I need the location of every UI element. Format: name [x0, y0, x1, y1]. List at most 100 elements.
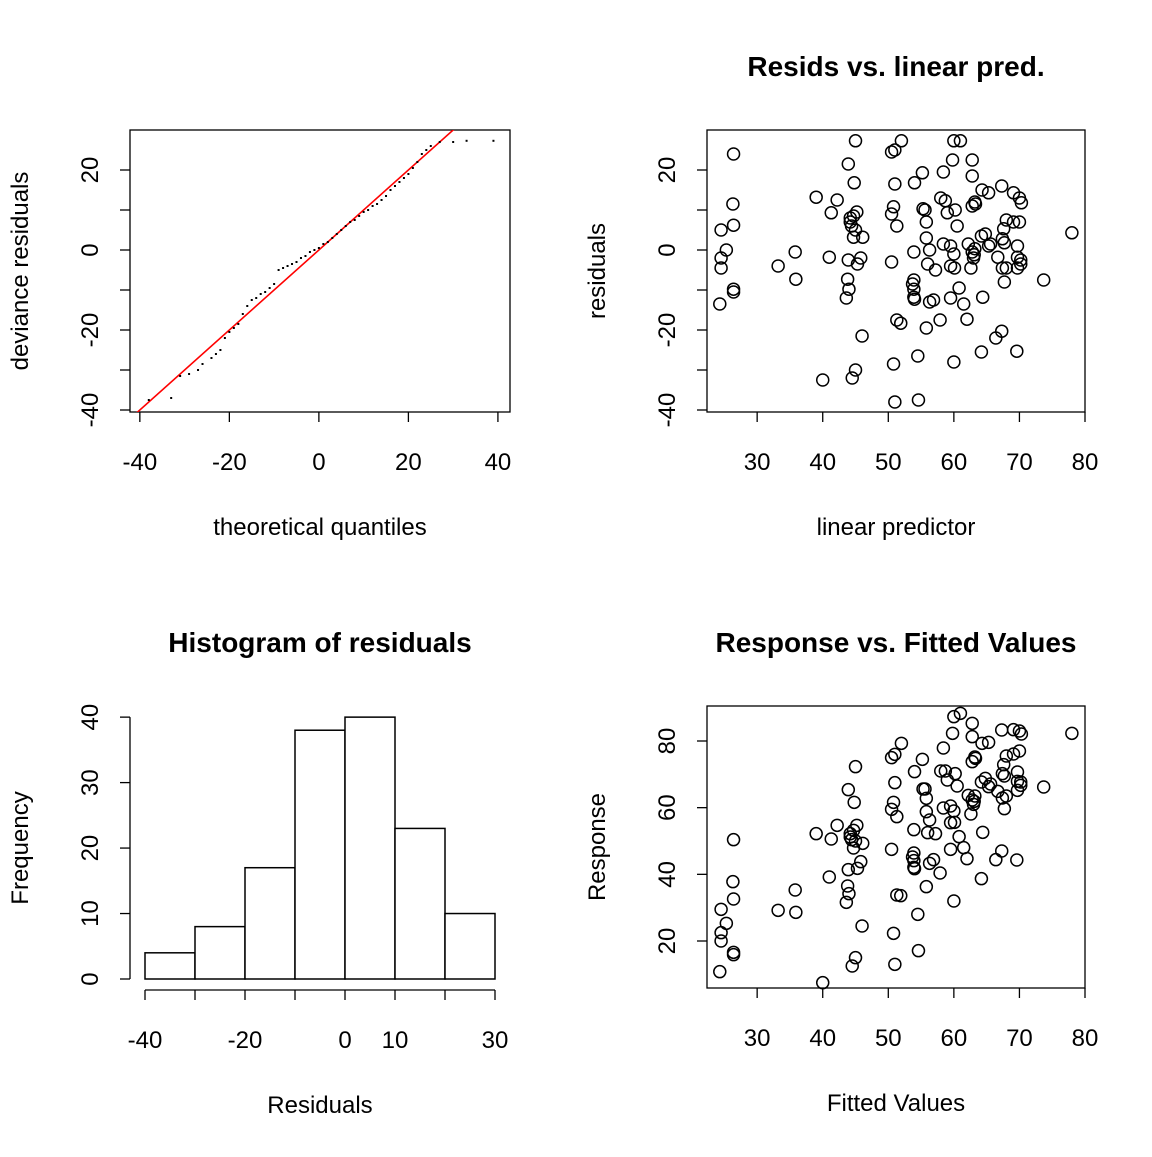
- point: [947, 815, 962, 830]
- point: [1012, 744, 1027, 758]
- y-tick-label: 20: [77, 835, 104, 862]
- qq-point: [299, 257, 302, 259]
- point: [997, 275, 1012, 289]
- x-tick-label: 60: [941, 1025, 968, 1052]
- y-tick-label: 80: [654, 728, 681, 755]
- point: [1065, 226, 1079, 240]
- point: [848, 950, 863, 965]
- point: [855, 329, 869, 343]
- qq-point: [335, 233, 338, 235]
- point: [920, 825, 935, 840]
- qq-point: [452, 141, 455, 143]
- x-tick-label: -20: [212, 449, 247, 476]
- point: [952, 281, 966, 295]
- point: [940, 206, 955, 220]
- point: [915, 752, 930, 767]
- point: [947, 247, 961, 261]
- point: [1010, 239, 1025, 253]
- point: [968, 242, 982, 256]
- x-tick-label: 20: [395, 449, 422, 476]
- point: [1014, 727, 1029, 741]
- point: [809, 190, 823, 204]
- point: [890, 313, 904, 327]
- point: [947, 709, 961, 724]
- qq-point: [429, 145, 432, 147]
- point: [907, 861, 922, 876]
- qq-point: [268, 287, 271, 289]
- x-tick-label: 10: [382, 1027, 409, 1054]
- qq-point: [385, 195, 388, 197]
- point: [1065, 726, 1079, 741]
- point: [854, 854, 868, 869]
- point: [965, 199, 979, 213]
- point: [888, 395, 902, 409]
- x-axis-label: Fitted Values: [827, 1090, 965, 1117]
- y-tick-label: 20: [654, 157, 681, 184]
- x-tick-label: 40: [485, 449, 512, 476]
- point: [845, 371, 859, 385]
- chart-title: Histogram of residuals: [168, 627, 471, 658]
- point: [1013, 253, 1028, 267]
- point: [1013, 257, 1028, 271]
- point: [907, 822, 921, 837]
- point: [726, 282, 741, 296]
- point: [846, 841, 861, 855]
- point: [719, 243, 734, 257]
- point: [714, 934, 728, 948]
- point: [713, 297, 727, 311]
- point: [788, 883, 802, 897]
- point: [907, 282, 921, 296]
- point: [975, 290, 990, 304]
- qq-point: [389, 189, 392, 191]
- y-tick-label: -20: [654, 313, 681, 348]
- qq-point: [170, 397, 173, 399]
- point: [888, 177, 902, 191]
- point: [847, 795, 861, 810]
- point: [967, 248, 981, 262]
- point: [1010, 765, 1025, 779]
- qq-point: [147, 399, 150, 401]
- point: [884, 842, 899, 857]
- point: [840, 272, 855, 286]
- point: [886, 926, 901, 941]
- point: [830, 818, 844, 833]
- point: [945, 726, 960, 741]
- point: [928, 826, 943, 841]
- point: [947, 261, 962, 275]
- point: [888, 143, 902, 157]
- x-axis-label: linear predictor: [817, 514, 976, 541]
- point: [918, 782, 932, 796]
- qq-point: [259, 293, 262, 295]
- point: [974, 345, 989, 359]
- qq-point: [255, 297, 258, 299]
- point: [726, 874, 740, 889]
- qq-point: [291, 263, 294, 265]
- point: [822, 870, 837, 884]
- qq-point: [393, 185, 396, 187]
- point: [981, 239, 996, 253]
- point: [996, 222, 1011, 236]
- point: [894, 134, 909, 148]
- qq-point: [317, 247, 320, 249]
- point: [839, 895, 854, 910]
- point: [890, 809, 904, 824]
- point: [907, 245, 921, 259]
- qq-point: [358, 215, 361, 217]
- point: [943, 239, 958, 253]
- x-tick-label: 0: [338, 1027, 351, 1054]
- histogram-bar: [244, 866, 296, 980]
- y-axis-label: residuals: [584, 223, 611, 319]
- qq-point: [273, 283, 276, 285]
- y-tick-label: 10: [77, 900, 104, 927]
- qq-point: [228, 331, 231, 333]
- qq-point: [465, 139, 468, 142]
- point: [911, 943, 926, 958]
- point: [948, 203, 962, 217]
- point: [841, 862, 856, 877]
- plot-frame: [129, 129, 511, 413]
- x-tick-label: -40: [128, 1027, 163, 1054]
- point: [997, 801, 1012, 816]
- qq-point: [286, 265, 289, 267]
- point: [947, 134, 961, 148]
